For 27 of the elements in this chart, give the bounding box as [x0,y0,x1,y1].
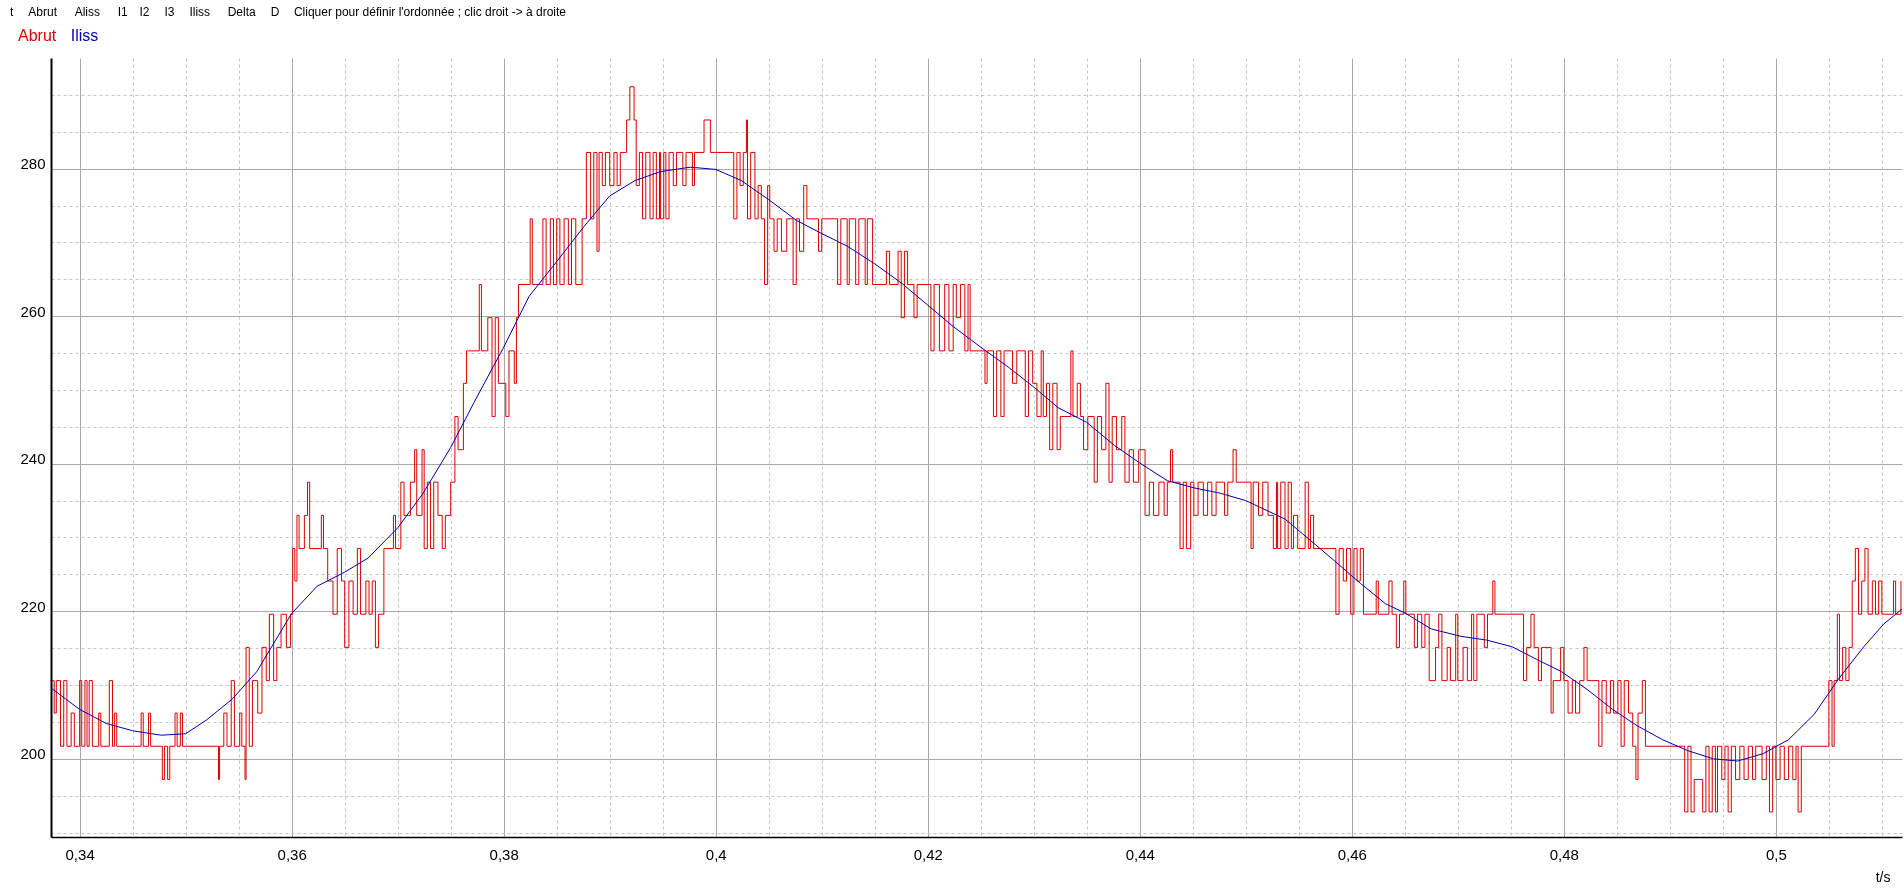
x-tick-label: 0,42 [913,845,943,863]
x-axis-title: t/s [1875,868,1891,885]
x-tick-label: 0,5 [1765,845,1787,863]
text: Abrut [18,27,57,44]
text: D [270,5,280,19]
text: t [10,5,14,19]
y-tick-label: 260 [20,302,46,320]
text: I2 [139,5,150,19]
text: Abrut [28,5,58,19]
y-tick-label: 200 [20,745,46,763]
y-tick-label: 280 [20,155,46,173]
x-tick-label: 0,38 [489,845,519,863]
text: Cliquer pour définir l'ordonnée ; clic droit -> à droite [293,5,567,19]
y-tick-label: 220 [20,597,46,615]
x-tick-label: 0,48 [1549,845,1579,863]
text: Aliss [74,5,101,19]
x-tick-label: 0,4 [705,845,727,863]
text: Delta [227,5,257,19]
x-tick-label: 0,44 [1125,845,1155,863]
text: Iliss [70,27,99,44]
text: I1 [117,5,129,19]
x-tick-label: 0,36 [277,845,307,863]
text: Iliss [189,5,211,19]
x-tick-label: 0,46 [1337,845,1367,863]
y-tick-label: 240 [20,450,46,468]
x-tick-label: 0,34 [65,845,95,863]
text: I3 [164,5,175,19]
